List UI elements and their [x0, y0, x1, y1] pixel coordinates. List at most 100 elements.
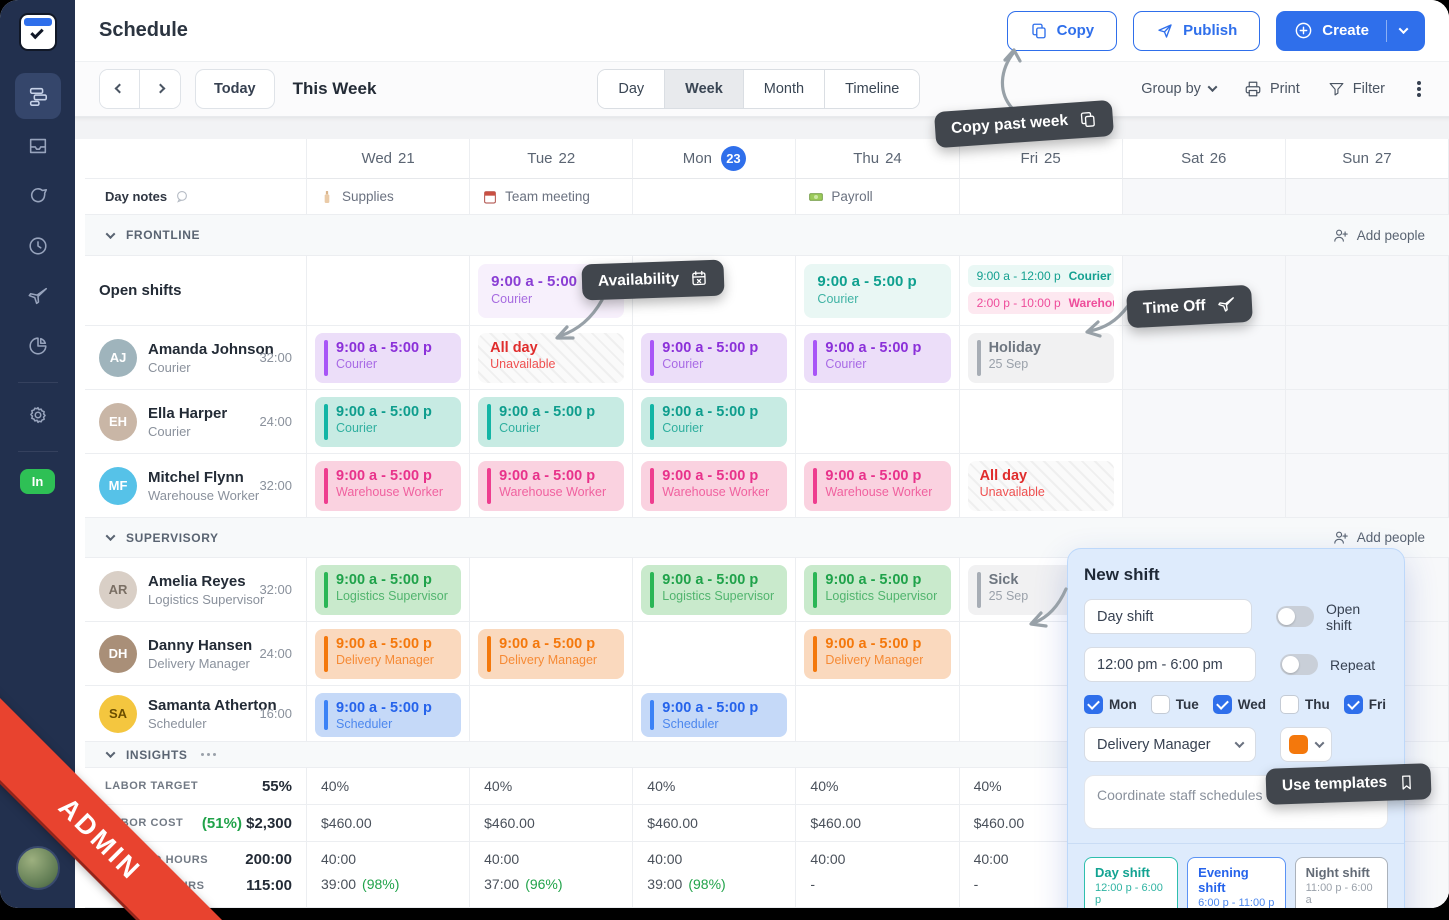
shift-chip[interactable]: 9:00 a - 5:00 p Courier: [315, 397, 462, 447]
schedule-cell[interactable]: [1122, 326, 1286, 390]
schedule-cell[interactable]: [1285, 390, 1449, 454]
open-shift-toggle[interactable]: [1275, 606, 1314, 627]
shift-chip[interactable]: 9:00 a - 5:00 p Scheduler: [641, 693, 788, 737]
schedule-cell[interactable]: 9:00 a - 5:00 p Warehouse Worker: [307, 454, 471, 518]
shift-chip[interactable]: 9:00 a - 5:00 p Logistics Supervisor: [641, 565, 788, 615]
schedule-cell[interactable]: [1285, 256, 1449, 326]
day-note-cell[interactable]: Payroll: [796, 179, 960, 215]
group-by-dropdown[interactable]: Group by: [1141, 81, 1218, 97]
sidebar-item-reports[interactable]: [15, 323, 61, 369]
sidebar-item-settings[interactable]: [15, 392, 61, 438]
shift-chip[interactable]: 9:00 a - 5:00 p Courier: [641, 397, 788, 447]
schedule-cell[interactable]: [959, 390, 1123, 454]
schedule-cell[interactable]: 9:00 a - 5:00 p Scheduler: [307, 686, 471, 742]
schedule-cell[interactable]: 9:00 a - 5:00 p Scheduler: [633, 686, 797, 742]
shift-chip[interactable]: 9:00 a - 5:00 p Logistics Supervisor: [804, 565, 951, 615]
weekday-checkbox-wed[interactable]: Wed: [1212, 695, 1266, 714]
create-button[interactable]: Create: [1276, 10, 1425, 51]
template-day-shift[interactable]: Day shift 12:00 p - 6:00 p: [1084, 857, 1179, 908]
schedule-cell[interactable]: 9:00 a - 5:00 p Delivery Manager: [470, 622, 634, 686]
sidebar-item-time-clock[interactable]: [15, 223, 61, 269]
shift-chip[interactable]: 9:00 a - 5:00 p Warehouse Worker: [641, 461, 788, 511]
shift-chip[interactable]: 9:00 a - 5:00 p Warehouse Worker: [804, 461, 951, 511]
shift-chip[interactable]: 9:00 a - 5:00 p Logistics Supervisor: [315, 565, 462, 615]
shift-chip[interactable]: 9:00 a - 5:00 p Courier: [478, 397, 625, 447]
schedule-cell[interactable]: [633, 622, 797, 686]
schedule-cell[interactable]: 9:00 a - 5:00 p Warehouse Worker: [633, 454, 797, 518]
add-people-button[interactable]: Add people: [1332, 227, 1425, 244]
schedule-cell[interactable]: 9:00 a - 5:00 p Logistics Supervisor: [796, 558, 960, 622]
template-night-shift[interactable]: Night shift 11:00 p - 6:00 a: [1294, 857, 1388, 908]
template-evening-shift[interactable]: Evening shift 6:00 p - 11:00 p: [1187, 857, 1286, 908]
sidebar-item-schedule[interactable]: [14, 73, 61, 119]
shift-chip[interactable]: 9:00 a - 5:00 p Courier: [804, 333, 951, 383]
tab-timeline[interactable]: Timeline: [825, 69, 920, 108]
clock-in-badge[interactable]: In: [19, 469, 56, 494]
day-note-cell[interactable]: Team meeting: [470, 179, 634, 215]
weekday-checkbox-tue[interactable]: Tue: [1150, 695, 1199, 714]
schedule-cell[interactable]: 9:00 a - 5:00 p Logistics Supervisor: [633, 558, 797, 622]
today-button[interactable]: Today: [195, 68, 275, 109]
shift-chip[interactable]: 9:00 a - 5:00 p Scheduler: [315, 693, 462, 737]
shift-chip[interactable]: 9:00 a - 5:00 p Courier: [641, 333, 788, 383]
shift-color-select[interactable]: [1280, 727, 1332, 762]
schedule-cell[interactable]: 9:00 a - 5:00 p Delivery Manager: [307, 622, 471, 686]
schedule-cell[interactable]: All day Unavailable: [959, 454, 1123, 518]
shift-chip[interactable]: 9:00 a - 5:00 p Delivery Manager: [315, 629, 462, 679]
shift-chip[interactable]: 9:00 a - 5:00 p Courier: [315, 333, 462, 383]
schedule-cell[interactable]: [1122, 454, 1286, 518]
tab-day[interactable]: Day: [598, 69, 666, 108]
weekday-checkbox-thu[interactable]: Thu: [1280, 695, 1330, 714]
shift-chip[interactable]: 9:00 a - 5:00 p Delivery Manager: [478, 629, 625, 679]
collapse-chevron-icon[interactable]: [105, 228, 116, 239]
day-note-cell[interactable]: [959, 179, 1123, 215]
tab-week[interactable]: Week: [665, 69, 744, 108]
next-week-button[interactable]: [140, 69, 180, 108]
sidebar-item-inbox[interactable]: [15, 123, 61, 169]
schedule-cell[interactable]: [470, 558, 634, 622]
weekday-checkbox-mon[interactable]: Mon: [1084, 695, 1137, 714]
schedule-cell[interactable]: [470, 686, 634, 742]
sidebar-item-time-off[interactable]: [15, 273, 61, 319]
schedule-cell[interactable]: 9:00 a - 5:00 p Courier: [796, 256, 960, 326]
schedule-cell[interactable]: 9:00 a - 5:00 p Courier: [796, 326, 960, 390]
schedule-cell[interactable]: [1285, 454, 1449, 518]
weekday-checkbox-fri[interactable]: Fri: [1343, 695, 1386, 714]
schedule-cell[interactable]: [307, 256, 471, 326]
prev-week-button[interactable]: [100, 69, 140, 108]
user-avatar[interactable]: [16, 846, 60, 890]
collapse-chevron-icon[interactable]: [105, 748, 116, 759]
day-note-cell[interactable]: [1122, 179, 1286, 215]
shift-chip[interactable]: 9:00 a - 5:00 p Delivery Manager: [804, 629, 951, 679]
open-shift-chip[interactable]: 9:00 a - 12:00 p Courier: [967, 265, 1114, 287]
day-note-cell[interactable]: [633, 179, 797, 215]
schedule-cell[interactable]: 9:00 a - 5:00 p Courier: [307, 326, 471, 390]
schedule-cell[interactable]: 9:00 a - 12:00 p Courier 2:00 p - 10:00 p…: [959, 256, 1123, 326]
schedule-cell[interactable]: Holiday 25 Sep: [959, 326, 1123, 390]
open-shift-chip[interactable]: 9:00 a - 5:00 p Courier: [804, 264, 951, 318]
schedule-cell[interactable]: 9:00 a - 5:00 p Delivery Manager: [796, 622, 960, 686]
print-button[interactable]: Print: [1244, 80, 1300, 98]
chevron-down-icon[interactable]: [1398, 24, 1409, 35]
more-icon[interactable]: [201, 753, 205, 756]
schedule-cell[interactable]: [796, 390, 960, 454]
schedule-cell[interactable]: 9:00 a - 5:00 p Courier: [633, 390, 797, 454]
schedule-cell[interactable]: [1122, 390, 1286, 454]
schedule-cell[interactable]: 9:00 a - 5:00 p Warehouse Worker: [796, 454, 960, 518]
unavailable-chip[interactable]: All day Unavailable: [478, 333, 625, 383]
schedule-cell[interactable]: [1285, 326, 1449, 390]
repeat-toggle[interactable]: [1280, 654, 1318, 675]
collapse-chevron-icon[interactable]: [105, 531, 116, 542]
day-note-cell[interactable]: Supplies: [307, 179, 471, 215]
app-logo-icon[interactable]: [18, 13, 57, 51]
day-note-cell[interactable]: [1285, 179, 1449, 215]
sidebar-item-chat[interactable]: [15, 173, 61, 219]
schedule-cell[interactable]: [633, 256, 797, 326]
shift-name-input[interactable]: Day shift: [1084, 599, 1252, 634]
shift-time-input[interactable]: 12:00 pm - 6:00 pm: [1084, 647, 1256, 682]
schedule-cell[interactable]: 9:00 a - 5:00 p Courier: [470, 390, 634, 454]
time-off-chip[interactable]: Holiday 25 Sep: [967, 333, 1114, 383]
publish-button[interactable]: Publish: [1133, 10, 1261, 51]
more-options-button[interactable]: [1417, 86, 1421, 91]
schedule-cell[interactable]: 9:00 a - 5:00 p Warehouse Worker: [470, 454, 634, 518]
